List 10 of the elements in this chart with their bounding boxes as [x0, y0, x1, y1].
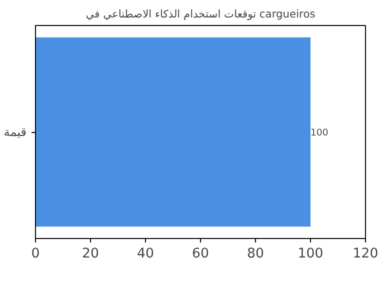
x-tick-label: 40 — [137, 246, 154, 262]
x-tick-label: 120 — [352, 246, 378, 262]
chart-title: توقعات استخدام الذكاء الاصطناعي في cargueiros — [86, 8, 316, 20]
x-tick-label: 100 — [298, 246, 324, 262]
x-tick-label: 20 — [82, 246, 99, 262]
x-tick-label: 60 — [192, 246, 209, 262]
y-tick-label: قيمة — [4, 125, 27, 139]
data-label: 100 — [310, 128, 328, 138]
x-tick-label: 0 — [31, 246, 40, 262]
x-tick-label: 80 — [247, 246, 264, 262]
